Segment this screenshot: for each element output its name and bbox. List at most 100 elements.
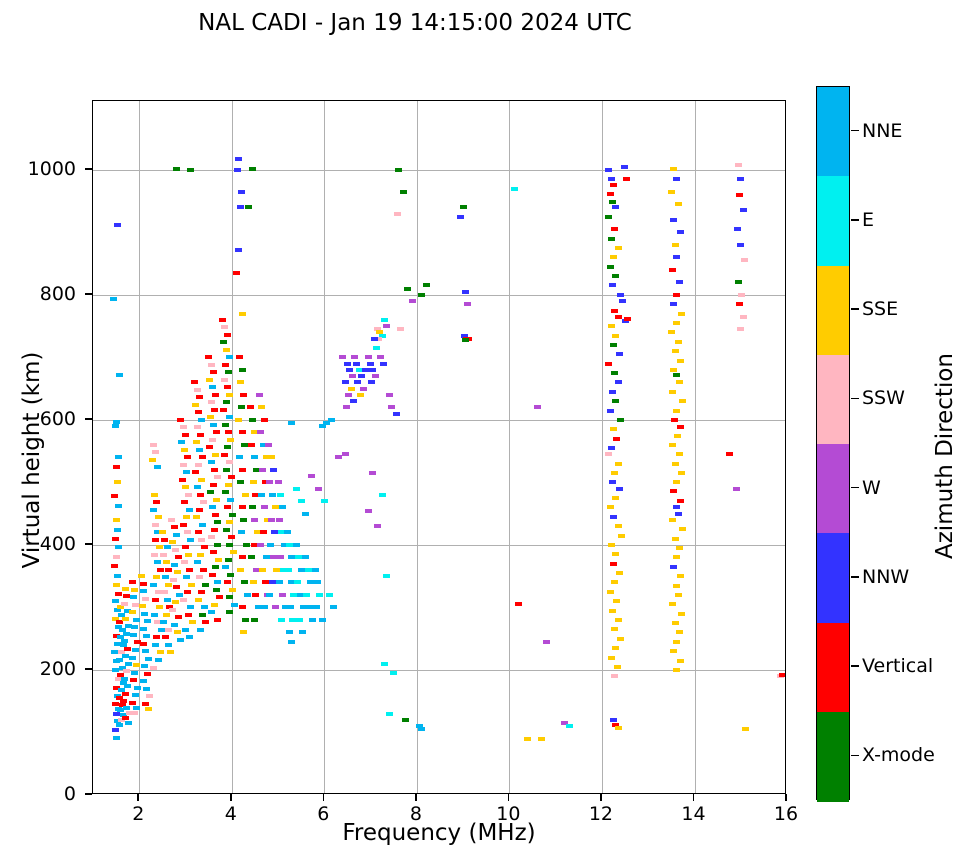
data-point xyxy=(734,162,742,167)
data-point xyxy=(260,505,268,510)
data-point xyxy=(154,560,162,565)
data-point xyxy=(318,424,326,429)
data-point xyxy=(229,587,237,592)
y-tick-mark xyxy=(85,793,92,795)
data-point xyxy=(228,475,236,480)
data-point xyxy=(611,227,619,232)
data-point xyxy=(195,410,202,415)
data-point xyxy=(240,630,248,635)
x-axis-label: Frequency (MHz) xyxy=(342,820,536,846)
data-point xyxy=(422,283,430,288)
data-point xyxy=(734,280,742,285)
data-point xyxy=(150,612,158,617)
data-point xyxy=(393,211,401,216)
y-tick-mark xyxy=(85,167,92,170)
data-point xyxy=(120,699,127,704)
data-point xyxy=(610,183,617,188)
data-point xyxy=(268,517,276,522)
data-point xyxy=(117,673,125,677)
data-point xyxy=(733,227,741,232)
data-point xyxy=(222,400,230,405)
data-point xyxy=(145,706,152,711)
data-point xyxy=(201,582,209,587)
data-point xyxy=(737,242,745,247)
data-point xyxy=(165,567,173,572)
data-point xyxy=(184,492,192,497)
data-point xyxy=(671,242,679,247)
data-point xyxy=(200,545,208,550)
data-point xyxy=(214,520,222,525)
data-point xyxy=(561,721,569,726)
data-point xyxy=(524,736,532,741)
data-point xyxy=(161,635,169,640)
colorbar-segment-nne xyxy=(817,87,849,177)
data-point xyxy=(464,302,472,307)
data-point xyxy=(112,728,120,732)
data-point xyxy=(269,580,276,585)
data-point xyxy=(670,417,678,422)
data-point xyxy=(738,292,746,297)
data-point xyxy=(675,511,683,516)
data-point xyxy=(418,727,425,732)
data-point xyxy=(290,592,298,597)
data-point xyxy=(200,605,208,610)
data-point xyxy=(344,361,351,366)
data-point xyxy=(459,205,467,210)
data-point xyxy=(197,477,205,482)
data-point xyxy=(117,635,125,640)
data-point xyxy=(606,408,614,413)
data-point xyxy=(129,610,137,615)
data-point xyxy=(671,461,679,466)
data-point xyxy=(164,642,172,647)
data-point xyxy=(270,530,278,535)
data-point xyxy=(182,432,189,437)
colorbar-title: Azimuth Direction xyxy=(932,353,958,559)
data-point xyxy=(158,530,166,535)
data-point xyxy=(221,362,229,367)
data-point xyxy=(161,537,169,542)
data-point xyxy=(208,437,216,442)
data-point xyxy=(295,555,303,560)
data-point xyxy=(611,674,619,679)
data-point xyxy=(172,585,180,590)
data-point xyxy=(165,627,173,632)
data-point xyxy=(111,701,119,706)
colorbar xyxy=(816,86,850,802)
data-point xyxy=(116,372,124,377)
data-point xyxy=(112,555,120,560)
data-point xyxy=(778,673,785,677)
data-point xyxy=(154,465,162,470)
data-point xyxy=(212,587,220,592)
data-point xyxy=(308,617,316,622)
data-point xyxy=(186,605,194,610)
data-point xyxy=(138,574,146,579)
data-point xyxy=(123,684,131,689)
data-point xyxy=(180,597,188,602)
data-point xyxy=(167,650,175,655)
data-point xyxy=(119,665,127,670)
data-point xyxy=(221,422,229,427)
colorbar-segment-w xyxy=(817,444,849,534)
data-point xyxy=(542,639,550,644)
data-point xyxy=(123,609,131,614)
data-point xyxy=(121,654,129,659)
data-point xyxy=(239,367,247,372)
gridline-horizontal xyxy=(93,169,785,171)
data-point xyxy=(162,560,170,565)
data-point xyxy=(121,639,128,644)
data-point xyxy=(206,445,214,450)
data-point xyxy=(250,542,258,547)
data-point xyxy=(271,605,279,610)
data-point xyxy=(152,450,159,455)
data-point xyxy=(320,499,328,504)
data-point xyxy=(334,455,342,460)
data-point xyxy=(211,392,219,397)
data-point xyxy=(515,602,523,607)
data-point xyxy=(209,422,217,427)
data-point xyxy=(119,713,127,717)
data-point xyxy=(250,455,258,460)
data-point xyxy=(280,567,288,572)
data-point xyxy=(367,361,375,366)
data-point xyxy=(737,327,745,332)
x-tick-mark xyxy=(507,794,510,801)
